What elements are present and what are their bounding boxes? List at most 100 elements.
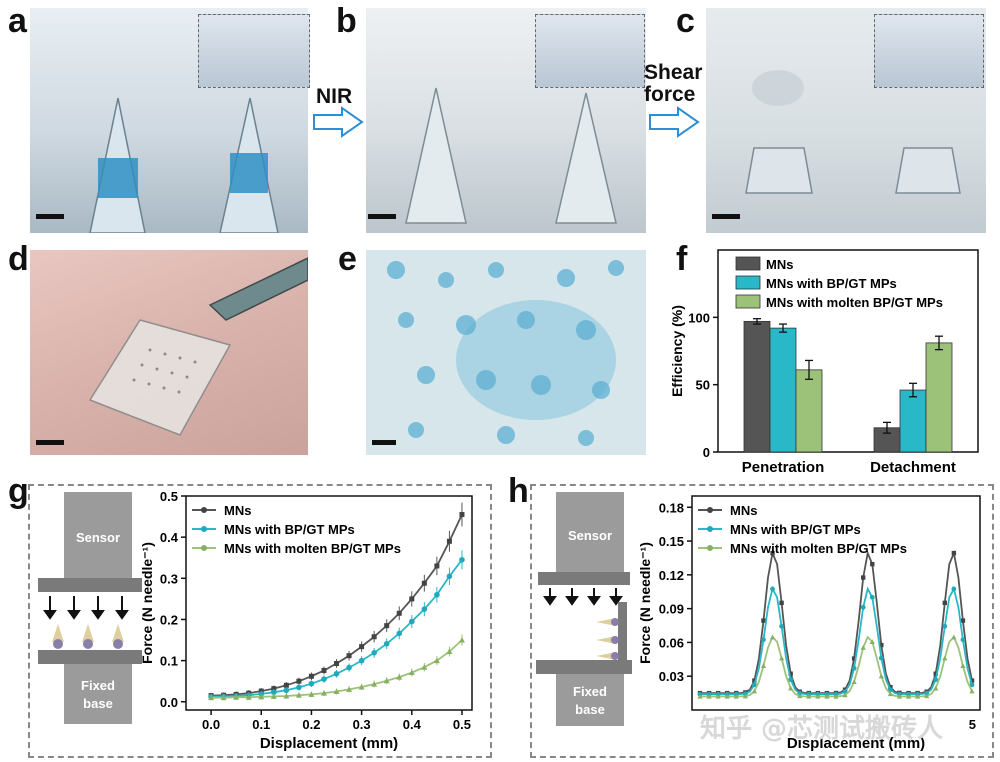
panel-label-g: g [8, 472, 29, 510]
compression-schematic-g: Sensor Fixed base [38, 492, 142, 724]
y-tick-label: 0.3 [160, 571, 178, 586]
data-point [308, 680, 315, 687]
force-displacement-chart-g: 0.0 0.1 0.2 0.3 0.4 0.5 0.0 0.1 0.2 0.3 0.4 0.5 Disp… [140, 489, 473, 752]
data-point [258, 693, 265, 700]
data-point [969, 682, 975, 688]
data-point [320, 690, 327, 696]
scale-bar-d [36, 440, 64, 445]
data-point [888, 684, 893, 690]
data-point [384, 623, 390, 629]
fixed-label-line2: base [83, 696, 113, 711]
bar [925, 342, 953, 453]
plot-frame [185, 495, 473, 711]
data-point [409, 596, 415, 602]
data-point [308, 673, 314, 679]
data-point [371, 634, 377, 640]
data-point [797, 693, 803, 699]
sensor-label-h: Sensor [568, 528, 612, 543]
sensor-plate-h [538, 572, 630, 585]
press-arrows [43, 596, 129, 620]
panel-label-e: e [338, 240, 357, 278]
data-point [833, 693, 839, 699]
data-point [706, 693, 712, 699]
sensor-block-h [556, 492, 624, 574]
plot-frame [717, 249, 979, 453]
data-point [942, 600, 947, 606]
press-arrows-h [543, 588, 623, 606]
data-point [459, 512, 465, 518]
data-point [433, 657, 440, 664]
shear-arrow-icon [649, 106, 700, 138]
series-line [700, 549, 973, 695]
data-point [779, 655, 785, 661]
data-point [860, 644, 866, 650]
bar [769, 327, 797, 453]
data-point [396, 610, 402, 616]
data-point [383, 640, 390, 647]
legend-swatch [735, 294, 761, 309]
data-point [924, 690, 930, 696]
data-point [969, 688, 975, 694]
data-point [270, 693, 277, 699]
legend-label: MNs with molten BP/GT MPs [766, 295, 943, 310]
fixed-base-block [64, 664, 132, 724]
data-point [283, 693, 290, 699]
data-point [346, 686, 353, 692]
data-point [752, 678, 757, 683]
data-point [396, 630, 403, 637]
y-tick-label: 0 [703, 445, 710, 460]
data-point [458, 637, 465, 643]
y-tick-label: 0.15 [659, 534, 684, 549]
data-point [371, 681, 378, 687]
data-point [434, 563, 440, 569]
bar [899, 389, 927, 453]
legend-swatch [735, 256, 761, 271]
data-point [942, 623, 948, 629]
data-point [697, 693, 703, 699]
data-point [788, 671, 793, 676]
data-point [888, 687, 893, 693]
data-point [295, 692, 302, 698]
y-tick-label: 0.06 [659, 635, 684, 650]
force-displacement-chart-h: 0.03 0.06 0.09 0.12 0.15 0.18 5 Displacement (m… [637, 495, 981, 752]
data-point [878, 655, 884, 661]
legend-label: MNs with BP/GT MPs [766, 276, 897, 291]
data-point [788, 677, 794, 683]
data-point [788, 685, 794, 691]
shear-label-line2: force [644, 83, 696, 107]
legend-marker [201, 526, 207, 532]
data-point [905, 693, 912, 699]
data-point [258, 688, 264, 694]
data-point [770, 550, 775, 556]
data-point [421, 580, 427, 586]
skin-stain-photo-e [366, 250, 646, 455]
data-point [797, 690, 803, 696]
data-point [446, 648, 453, 655]
x-tick-label: 0.5 [453, 717, 471, 732]
data-point [870, 561, 875, 567]
data-point [434, 591, 440, 598]
data-point [208, 694, 215, 701]
series-line [700, 586, 973, 696]
data-point [933, 671, 938, 676]
base-plate [38, 650, 142, 664]
data-point [960, 637, 966, 643]
x-axis-label: Displacement (mm) [260, 735, 398, 752]
data-point [869, 639, 875, 645]
data-point [933, 677, 939, 683]
data-point [233, 694, 240, 700]
data-point [751, 688, 757, 694]
data-point [879, 642, 884, 648]
data-point [951, 586, 957, 592]
inset-a [198, 14, 310, 88]
y-tick-label: 0.18 [659, 500, 684, 515]
legend-marker [201, 507, 207, 513]
legend-marker [707, 526, 713, 532]
inset-b [535, 14, 645, 88]
data-point [860, 604, 866, 610]
data-point [887, 691, 893, 697]
panel-label-c: c [676, 2, 695, 40]
panel-label-d: d [8, 240, 29, 278]
data-point [752, 682, 757, 688]
